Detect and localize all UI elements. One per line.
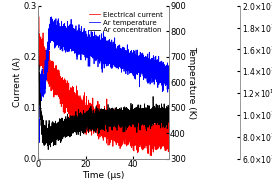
Ar concentration (151, 122, 154, 125)
Electrical current (150, 154, 153, 157)
Electrical current (62, 94, 66, 96)
Ar concentration (43, 131, 46, 134)
Ar temperature (36, 128, 40, 130)
Electrical current (76, 98, 79, 100)
Ar concentration (47, 148, 50, 151)
Ar temperature (62, 42, 66, 44)
Ar temperature (88, 40, 92, 42)
Ar temperature (76, 37, 79, 40)
Ar concentration (76, 127, 79, 129)
Electrical current (154, 124, 157, 126)
Ar concentration (154, 112, 157, 114)
Y-axis label: Current (A): Current (A) (13, 57, 22, 107)
Line: Ar concentration: Ar concentration (38, 31, 169, 149)
Ar concentration (36, 30, 40, 32)
Ar concentration (167, 110, 170, 112)
Electrical current (151, 125, 154, 127)
Line: Electrical current: Electrical current (38, 0, 169, 156)
Ar temperature (167, 76, 170, 79)
Ar concentration (36, 37, 40, 39)
Ar temperature (37, 146, 40, 149)
Ar temperature (151, 78, 154, 80)
Ar concentration (62, 133, 66, 135)
Legend: Electrical current, Ar temperature, Ar concentration: Electrical current, Ar temperature, Ar c… (86, 9, 165, 36)
Ar temperature (43, 83, 46, 85)
Ar concentration (88, 110, 92, 112)
Line: Ar temperature: Ar temperature (38, 17, 169, 147)
X-axis label: Time (μs): Time (μs) (82, 170, 125, 180)
Electrical current (88, 107, 92, 109)
Y-axis label: Temperature (K): Temperature (K) (187, 46, 196, 119)
Ar temperature (154, 70, 157, 72)
Electrical current (43, 67, 46, 69)
Ar temperature (50, 16, 53, 18)
Electrical current (167, 124, 170, 126)
